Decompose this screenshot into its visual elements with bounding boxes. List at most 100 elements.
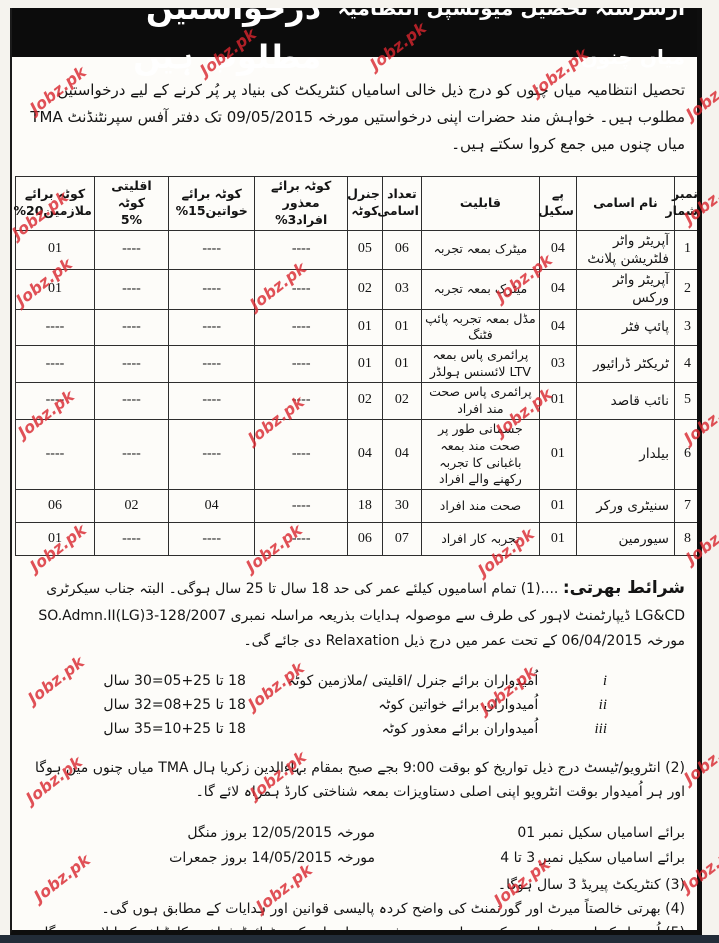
cell-general: 02 [346,269,383,310]
age-relaxation-row: iii اُمیدواران برائے معذور کوٹہ 18 تا 25+1… [12,717,607,741]
column-header-line: قابلیت [459,194,501,210]
cell-general: 01 [346,308,383,347]
cell-total: 06 [381,229,422,271]
age-row-category: اُمیدواران برائے معذور کوٹہ [381,721,539,737]
age-relaxation-row: ii اُمیدواران برائے خواتین کوٹہ 18 تا 25+0… [12,693,607,717]
age-row-limit: 18 تا 25+05=30 سال [103,673,246,689]
cell-minority: ---- [93,229,169,271]
conditions-item-1: ....(1) تمام اسامیوں کیلئے عمر کی حد 18 … [38,581,685,649]
cell-total: 03 [381,269,422,310]
cell-employees: 06 [15,489,95,524]
condition-item: (3) کنٹریکٹ پیریڈ 3 سال ہوگا۔ [497,876,685,893]
cell-scale: 01 [538,418,577,491]
cell-total: 30 [381,489,422,524]
cell-disabled: ---- [254,308,348,347]
column-header-line: خواتین15% [175,203,248,219]
table-header-row: نمبر شمار نام اسامی پے سکیل قابلیت تعداد اسامی ج… [13,176,698,231]
cell-minority: 02 [93,489,169,524]
column-header: کوٹہ برائے خواتین15% [167,176,256,231]
interview-dates-list: برائے اسامیاں سکیل نمبر 01 مورخہ 12/05/20… [12,819,697,871]
column-header: تعداد اسامی [377,176,422,231]
cell-disabled: ---- [254,345,348,383]
cell-scale: 01 [538,489,577,524]
cell-general: 18 [346,489,383,524]
cell-name: آپریٹر واٹر فلٹریشن پلانٹ [575,229,675,271]
cell-women: ---- [167,308,256,347]
table-row: 4 ٹریکٹر ڈرائیور 03 پرائمری پاس بمعہ LTV لا… [15,345,697,383]
table-row: 3 پائپ فٹر 04 مڈل بمعہ تجربہ پائپ فٹنگ 01 01-… [15,308,697,347]
header-banner: درخواستیں مطلوب ہیں ازسرشتہ تحصیل میونسپ… [12,8,697,76]
column-header-line: اسامی [377,203,419,219]
cell-minority: ---- [93,308,169,347]
cell-sn: 2 [673,269,697,310]
cell-employees: ---- [15,345,95,383]
cell-disabled: ---- [254,382,348,420]
cell-total: 07 [381,522,422,557]
cell-women: ---- [167,382,256,420]
cell-name: پائپ فٹر [575,308,675,347]
cell-sn: 8 [673,522,697,557]
column-header: نمبر شمار [665,176,698,231]
cell-disabled: ---- [254,418,348,491]
cell-name: آپریٹر واٹر ورکس [575,269,675,310]
cell-name: بیلدار [575,418,675,491]
cell-sn: 5 [673,382,697,420]
cell-women: ---- [167,345,256,383]
cell-general: 04 [346,418,383,491]
cell-total: 04 [381,418,422,491]
cell-minority: ---- [93,418,169,491]
table-row: 5 نائب قاصد 01 پرائمری پاس صحت مند افراد 02 0… [15,382,697,420]
column-header-line: کوٹہ [351,203,379,219]
conditions-items-list: (3) کنٹریکٹ پیریڈ 3 سال ہوگا۔ (4) بھرتی خ… [12,871,697,936]
condition-item: (4) بھرتی خالصتاً میرٹ اور گورنمنٹ کی وا… [101,900,685,917]
bottom-strip [0,935,719,943]
cell-women: ---- [167,522,256,557]
cell-scale: 04 [538,308,577,347]
column-header-line: تعداد [387,186,417,202]
interview-date-value: مورخہ 14/05/2015 بروز جمعرات [169,850,375,867]
cell-qualification: میٹرک بمعہ تجربہ [420,229,540,271]
column-header-line: نمبر [672,186,698,202]
age-relaxation-row: i اُمیدواران برائے جنرل /اقلیتی /ملازمین … [12,669,607,693]
cell-employees: 01 [15,522,95,557]
cell-qualification: مڈل بمعہ تجربہ پائپ فٹنگ [420,308,540,347]
cell-general: 02 [346,382,383,420]
cell-disabled: ---- [254,489,348,524]
condition-item: (5) اُمیدوار کو اپنی درخواست کے ہمراہ تص… [36,924,685,936]
cell-sn: 7 [673,489,697,524]
cell-general: 01 [346,345,383,383]
column-header-line: 5% [120,211,143,227]
age-row-numeral: iii [594,720,607,737]
column-header-line: نام اسامی [593,194,658,210]
column-header-line: معذور افراد3% [275,194,328,227]
cell-minority: ---- [93,345,169,383]
vacancies-table: نمبر شمار نام اسامی پے سکیل قابلیت تعداد اسامی ج… [13,176,698,557]
column-header: پے سکیل [538,176,577,231]
cell-women: 04 [167,489,256,524]
cell-qualification: صحت مند افراد [420,489,540,524]
department-name: ازسرشتہ تحصیل میونسپل انتظامیہ میاں چنوں [338,8,685,69]
cell-disabled: ---- [254,269,348,310]
column-header-line: اقلیتی کوٹہ [111,178,152,210]
cell-qualification: پرائمری پاس بمعہ LTV لائسنس ہولڈر [420,345,540,383]
cell-sn: 1 [673,229,697,271]
cell-name: سیورمین [575,522,675,557]
column-header-line: کوٹہ برائے [181,186,242,202]
cell-total: 01 [381,308,422,347]
column-header-line: سکیل [538,203,574,219]
cell-total: 02 [381,382,422,420]
cell-name: ٹریکٹر ڈرائیور [575,345,675,383]
column-header-line: کوٹہ برائے [271,178,332,193]
cell-qualification: جسمانی طور پر صحت مند بمعہ باغبانی کا تج… [420,418,540,491]
cell-scale: 01 [538,382,577,420]
cell-name: سنیٹری ورکر [575,489,675,524]
interview-date-value: مورخہ 12/05/2015 بروز منگل [187,825,375,842]
cell-women: ---- [167,269,256,310]
cell-general: 05 [346,229,383,271]
advertisement-frame: درخواستیں مطلوب ہیں ازسرشتہ تحصیل میونسپ… [10,8,702,936]
cell-employees: ---- [15,418,95,491]
interview-date-row: برائے اسامیاں سکیل نمبر 3 تا 4 مورخہ 14/0… [24,846,685,871]
age-row-numeral: i [602,672,607,689]
cell-general: 06 [346,522,383,557]
